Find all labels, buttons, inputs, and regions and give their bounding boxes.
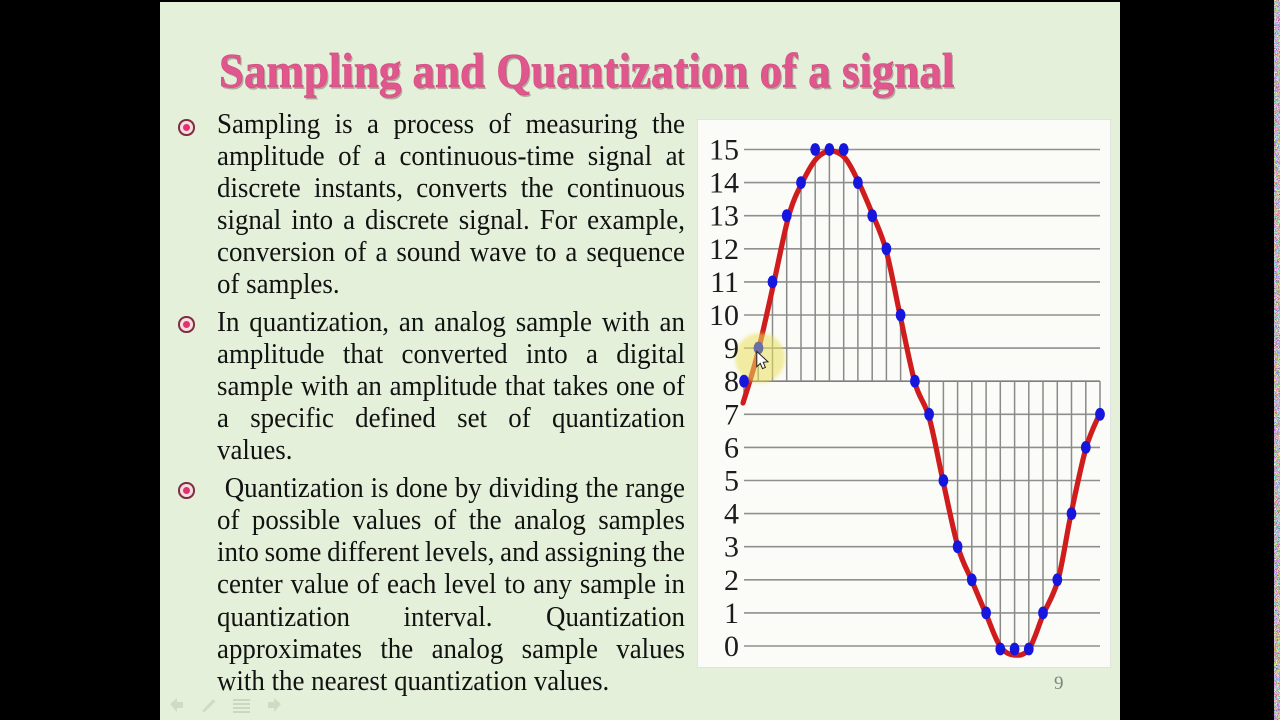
svg-text:5: 5	[724, 465, 739, 498]
svg-text:3: 3	[724, 531, 739, 564]
svg-text:6: 6	[724, 431, 739, 464]
svg-text:0: 0	[724, 630, 739, 663]
svg-text:7: 7	[724, 398, 739, 431]
svg-text:1: 1	[724, 597, 739, 630]
svg-text:4: 4	[724, 498, 739, 531]
svg-text:14: 14	[709, 167, 739, 200]
svg-text:2: 2	[724, 564, 739, 597]
svg-text:15: 15	[709, 134, 739, 167]
svg-text:9: 9	[724, 332, 739, 365]
svg-text:10: 10	[709, 299, 739, 332]
svg-text:12: 12	[709, 233, 739, 266]
svg-text:11: 11	[710, 266, 739, 299]
svg-text:8: 8	[724, 365, 739, 398]
svg-text:13: 13	[709, 200, 739, 233]
